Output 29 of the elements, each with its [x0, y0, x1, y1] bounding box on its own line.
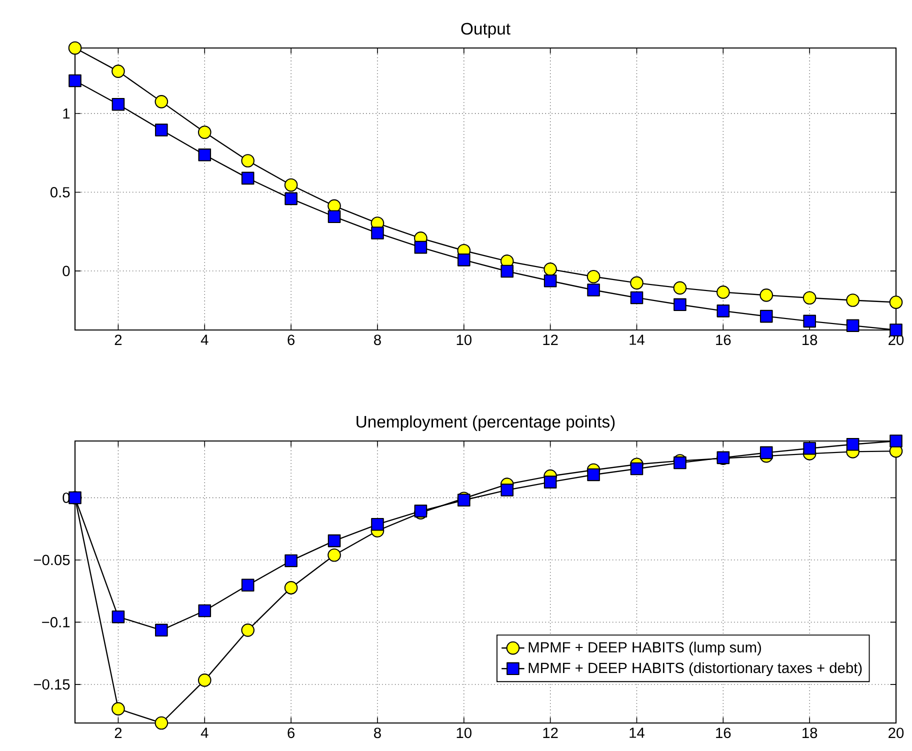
y-tick-label: −0.1 — [42, 617, 70, 628]
x-tick-label: 16 — [716, 334, 731, 346]
y-tick-label: 0.5 — [50, 187, 70, 198]
y-tick-label: 1 — [63, 108, 70, 119]
x-tick-label: 12 — [543, 334, 558, 345]
y-tick-label: −0.15 — [34, 679, 70, 690]
x-tick-label: 6 — [288, 334, 294, 346]
x-tick-label: 10 — [456, 728, 472, 738]
x-tick-label: 8 — [374, 334, 381, 346]
legend-label: MPMF + DEEP HABITS (distortionary taxes + debt) — [528, 662, 862, 676]
y-tick-label: −0.05 — [34, 554, 70, 566]
x-tick-label: 10 — [456, 334, 472, 346]
chart-title: Output — [461, 22, 510, 38]
x-tick-label: 6 — [288, 728, 294, 738]
x-tick-label: 4 — [200, 334, 208, 345]
y-tick-label: 0 — [62, 266, 70, 276]
x-tick-label: 20 — [888, 728, 904, 738]
x-tick-label: 18 — [802, 334, 818, 346]
x-tick-label: 2 — [114, 728, 122, 738]
x-tick-label: 8 — [374, 728, 381, 738]
x-tick-label: 16 — [716, 728, 731, 738]
x-tick-label: 12 — [543, 728, 558, 738]
chart-title: Unemployment (percentage points) — [356, 415, 615, 431]
x-tick-label: 14 — [630, 728, 644, 738]
legend-label: MPMF + DEEP HABITS (lump sum) — [528, 642, 761, 656]
x-tick-label: 2 — [114, 334, 122, 345]
x-tick-label: 18 — [802, 728, 818, 738]
x-tick-label: 14 — [630, 334, 644, 345]
x-tick-label: 4 — [200, 728, 208, 738]
